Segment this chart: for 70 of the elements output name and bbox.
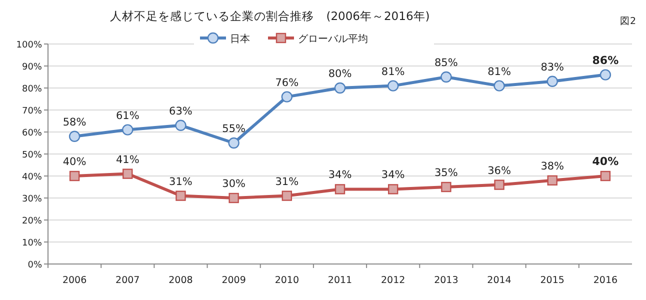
data-label: 58%: [62, 116, 86, 128]
point: [122, 124, 134, 136]
data-label: 41%: [116, 154, 140, 166]
data-label: 35%: [434, 167, 458, 179]
data-label: 40%: [62, 156, 86, 168]
y-tick-label: 40%: [22, 172, 42, 182]
point: [176, 190, 186, 201]
point: [282, 190, 292, 201]
y-tick-label: 20%: [22, 216, 42, 226]
point: [494, 80, 505, 92]
x-tick-label: 2006: [62, 275, 87, 286]
data-label: 86%: [592, 54, 619, 67]
point: [547, 175, 558, 186]
x-tick-label: 2011: [328, 275, 352, 286]
data-label: 40%: [592, 155, 619, 168]
y-tick-label: 100%: [16, 40, 42, 50]
legend-label: 日本: [230, 33, 250, 45]
y-tick-label: 80%: [22, 84, 42, 94]
point: [387, 80, 399, 92]
data-label: 85%: [434, 57, 458, 69]
x-tick-label: 2012: [380, 275, 406, 286]
point: [388, 184, 398, 194]
title: 人材不足を感じている企業の割合推移 (2006年～2016年): [110, 9, 430, 23]
point: [228, 192, 239, 204]
y-tick-label: 50%: [22, 150, 42, 160]
x-tick-label: 2008: [168, 275, 193, 286]
point: [334, 82, 346, 94]
point: [440, 71, 452, 83]
x-tick-label: 2010: [274, 275, 300, 286]
data-label: 34%: [381, 169, 405, 182]
y-tick-label: 70%: [22, 106, 42, 116]
x-tick-label: 2013: [434, 275, 458, 286]
data-label: 38%: [540, 160, 564, 172]
data-label: 30%: [222, 178, 246, 190]
point: [600, 170, 611, 182]
point: [600, 69, 612, 80]
data-label: 36%: [488, 164, 511, 177]
data-label: 83%: [540, 61, 564, 74]
point: [441, 182, 452, 192]
y-tick-label: 60%: [22, 128, 42, 138]
y-tick-label: 30%: [22, 194, 42, 204]
y-tick-label: 10%: [22, 238, 42, 248]
point: [228, 137, 240, 149]
point: [281, 91, 293, 102]
x-tick-label: 2014: [487, 275, 512, 286]
data-label: 61%: [116, 110, 140, 122]
data-label: 63%: [169, 105, 192, 118]
data-label: 31%: [169, 176, 192, 188]
data-label: 34%: [328, 169, 352, 182]
x-tick-label: 2016: [593, 275, 618, 286]
y-tick-label: 90%: [22, 62, 42, 72]
y-tick-label: 0%: [28, 260, 42, 270]
point: [546, 76, 558, 87]
point: [175, 120, 186, 131]
data-label: 31%: [275, 176, 299, 188]
x-tick-label: 2009: [222, 275, 246, 286]
point: [494, 180, 504, 190]
point: [334, 184, 346, 194]
point: [68, 130, 80, 142]
point: [122, 168, 133, 179]
x-tick-label: 2007: [116, 275, 140, 286]
data-label: 76%: [275, 76, 299, 89]
data-label: 80%: [328, 68, 352, 80]
legend-label: グローバル平均: [298, 33, 368, 45]
point: [69, 170, 80, 182]
data-label: 81%: [381, 66, 405, 78]
data-label: 55%: [222, 123, 246, 135]
data-label: 81%: [488, 66, 511, 78]
annotation: 図2: [620, 16, 636, 27]
x-tick-label: 2015: [540, 275, 564, 286]
